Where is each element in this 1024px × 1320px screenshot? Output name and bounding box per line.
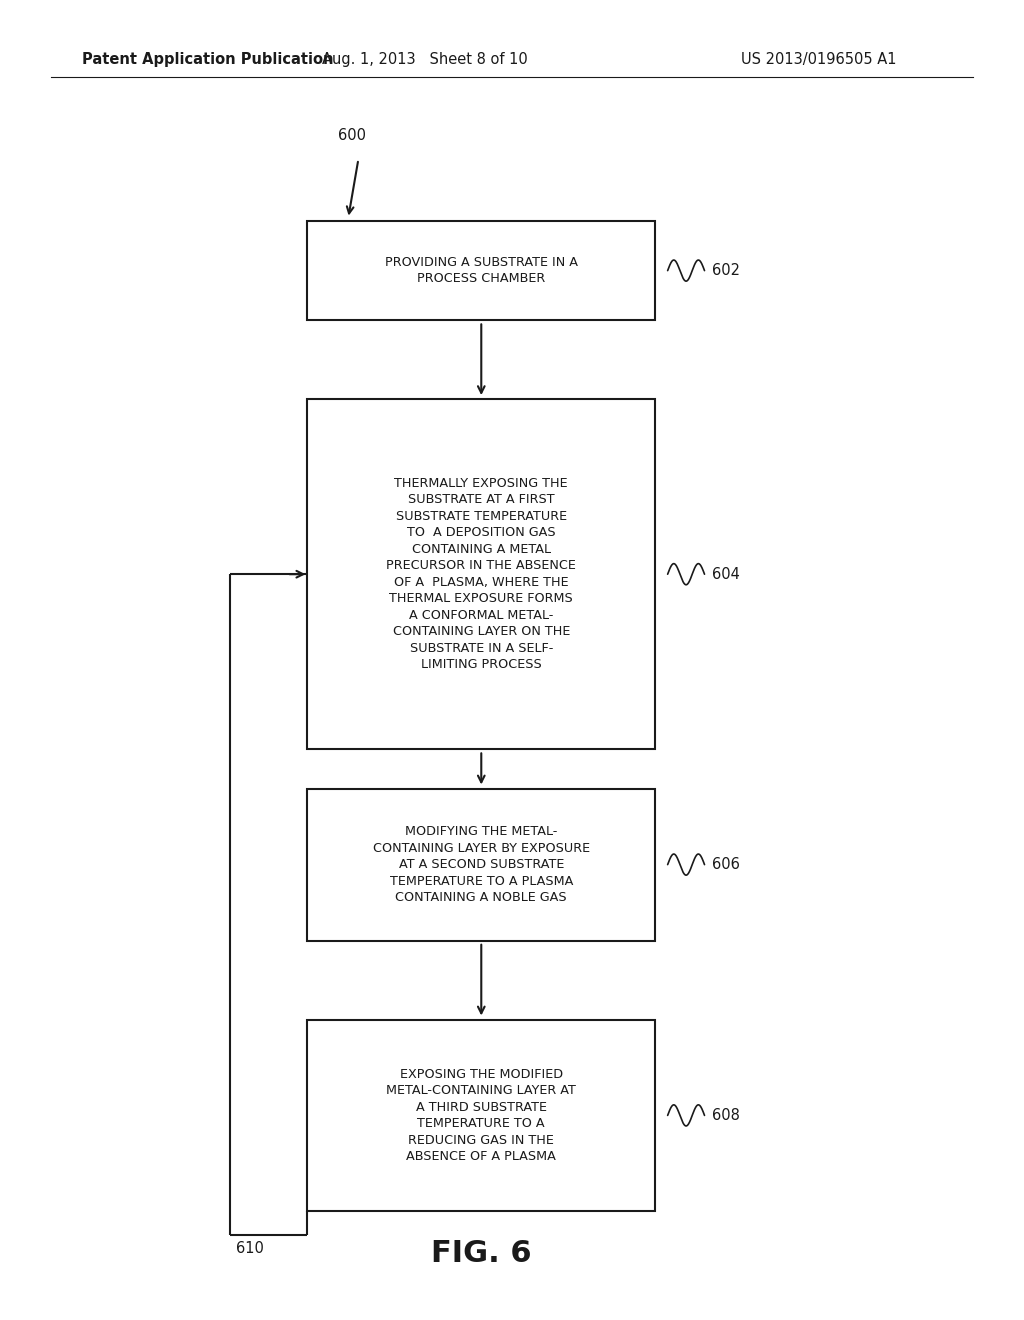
Text: PROVIDING A SUBSTRATE IN A
PROCESS CHAMBER: PROVIDING A SUBSTRATE IN A PROCESS CHAMB… bbox=[385, 256, 578, 285]
Text: 604: 604 bbox=[712, 566, 739, 582]
Text: MODIFYING THE METAL-
CONTAINING LAYER BY EXPOSURE
AT A SECOND SUBSTRATE
TEMPERAT: MODIFYING THE METAL- CONTAINING LAYER BY… bbox=[373, 825, 590, 904]
Text: FIG. 6: FIG. 6 bbox=[431, 1239, 531, 1269]
Text: THERMALLY EXPOSING THE
SUBSTRATE AT A FIRST
SUBSTRATE TEMPERATURE
TO  A DEPOSITI: THERMALLY EXPOSING THE SUBSTRATE AT A FI… bbox=[386, 477, 577, 672]
Text: Aug. 1, 2013   Sheet 8 of 10: Aug. 1, 2013 Sheet 8 of 10 bbox=[323, 51, 527, 67]
Text: EXPOSING THE MODIFIED
METAL-CONTAINING LAYER AT
A THIRD SUBSTRATE
TEMPERATURE TO: EXPOSING THE MODIFIED METAL-CONTAINING L… bbox=[386, 1068, 577, 1163]
Text: 602: 602 bbox=[712, 263, 739, 279]
Text: 606: 606 bbox=[712, 857, 739, 873]
Text: 608: 608 bbox=[712, 1107, 739, 1123]
FancyBboxPatch shape bbox=[307, 789, 655, 940]
FancyBboxPatch shape bbox=[307, 399, 655, 750]
Text: Patent Application Publication: Patent Application Publication bbox=[82, 51, 334, 67]
Text: 610: 610 bbox=[236, 1241, 263, 1257]
Text: US 2013/0196505 A1: US 2013/0196505 A1 bbox=[741, 51, 897, 67]
FancyBboxPatch shape bbox=[307, 1020, 655, 1212]
FancyBboxPatch shape bbox=[307, 220, 655, 319]
Text: 600: 600 bbox=[338, 128, 366, 143]
